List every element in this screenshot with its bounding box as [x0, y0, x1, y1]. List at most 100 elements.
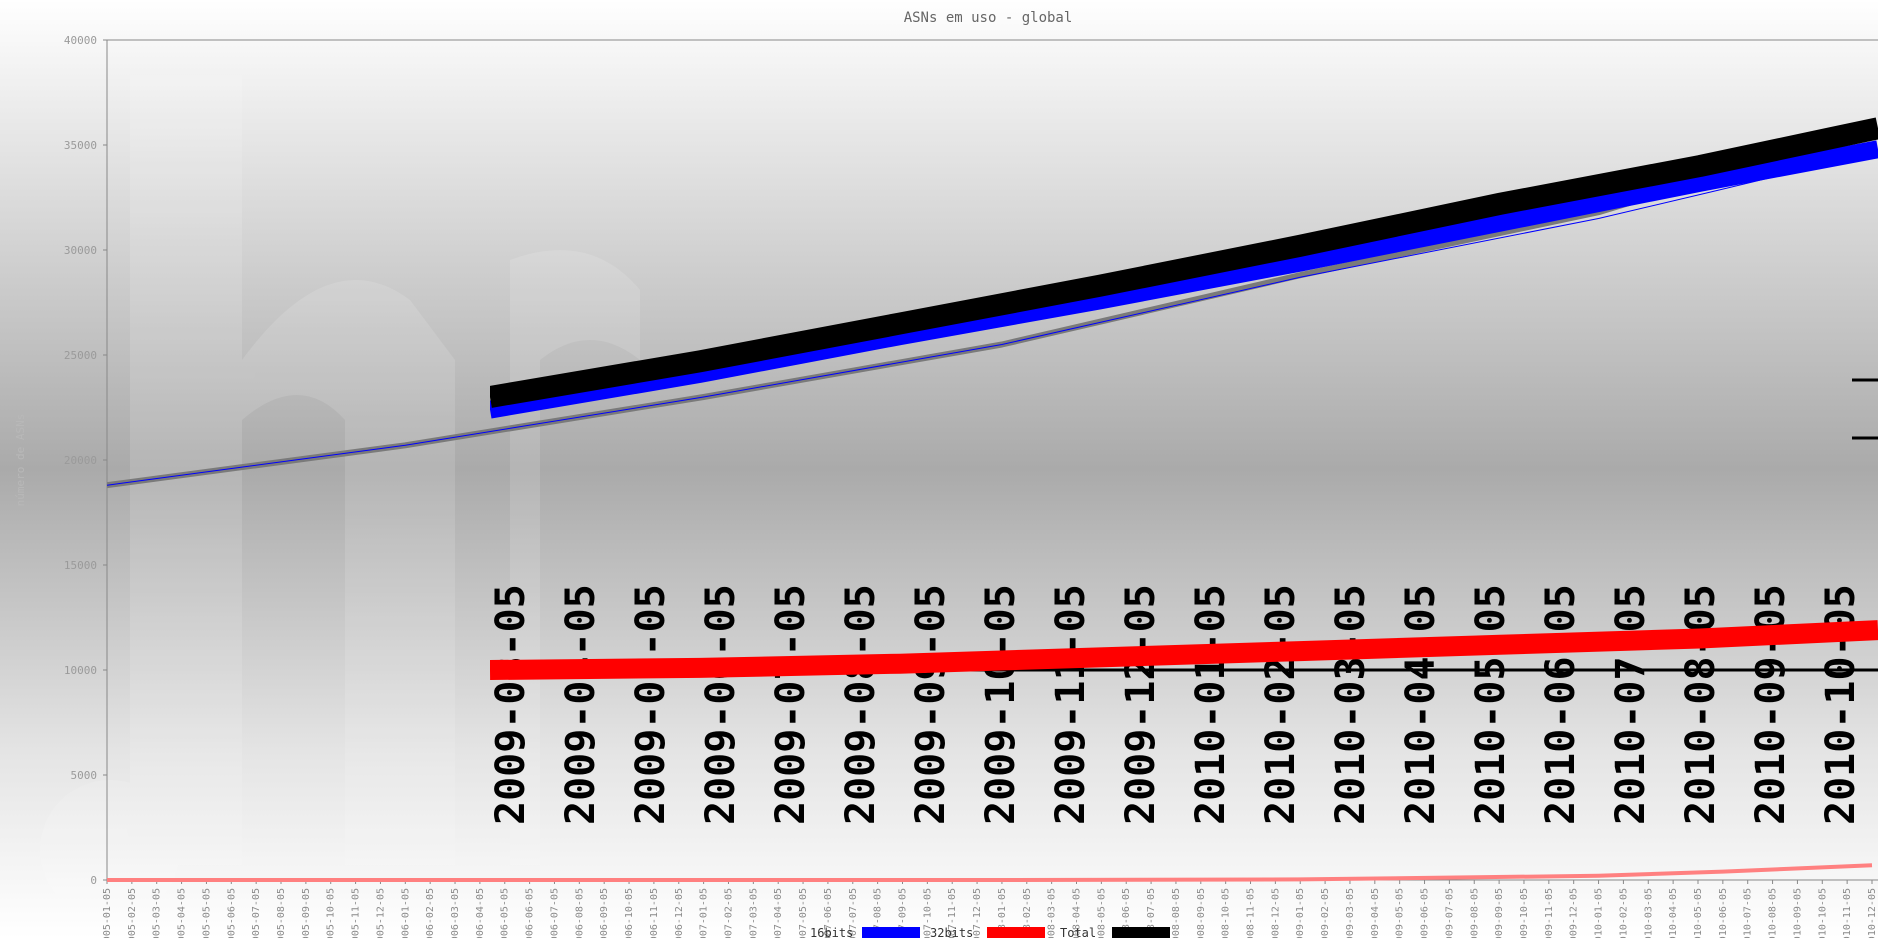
- x-tick-label: 2006-10-05: [624, 888, 635, 938]
- x-tick-label: 2005-05-05: [201, 888, 212, 938]
- x-tick-label: 2005-12-05: [375, 888, 386, 938]
- legend-swatch-16bits: [862, 927, 920, 938]
- y-tick-label: 20000: [64, 454, 97, 467]
- x-tick-label: 2009-10-05: [1519, 888, 1530, 938]
- x-tick-label: 2007-09-05: [897, 888, 908, 938]
- x-tick-label: 2007-08-05: [873, 888, 884, 938]
- zoom-inset: 2009-03-05 2009-04-05 2009-05-05 2009-06-05…: [488, 117, 1878, 825]
- x-tick-label: 2008-02-05: [1022, 888, 1033, 938]
- chart-title: ASNs em uso - global: [904, 10, 1073, 26]
- x-tick-label: 2007-11-05: [947, 888, 958, 938]
- zoom-date-label: 2009-04-05: [558, 584, 604, 825]
- x-tick-label: 2006-08-05: [574, 888, 585, 938]
- x-tick-label: 2009-12-05: [1569, 888, 1580, 938]
- zoom-date-label: 2010-01-05: [1188, 584, 1234, 825]
- x-tick-label: 2005-09-05: [301, 888, 312, 938]
- x-tick-label: 2006-12-05: [674, 888, 685, 938]
- x-tick-label: 2010-12-05: [1867, 888, 1878, 938]
- x-tick-label: 2010-03-05: [1643, 888, 1654, 938]
- x-tick-label: 2009-02-05: [1320, 888, 1331, 938]
- x-tick-label: 2007-12-05: [972, 888, 983, 938]
- zoom-line-16bits: [490, 140, 1878, 419]
- x-tick-label: 2008-09-05: [1196, 888, 1207, 938]
- x-tick-label: 2009-08-05: [1469, 888, 1480, 938]
- x-tick-label: 2008-12-05: [1270, 888, 1281, 938]
- x-tick-label: 2006-06-05: [525, 888, 536, 938]
- y-axis-ticks: 0 5000 10000 15000 20000 25000 30000 35000 40000: [64, 34, 107, 887]
- x-tick-label: 2007-01-05: [699, 888, 710, 938]
- x-tick-label: 2006-11-05: [649, 888, 660, 938]
- x-tick-label: 2006-05-05: [500, 888, 511, 938]
- x-tick-label: 2006-07-05: [549, 888, 560, 938]
- zoom-date-label: 2010-09-05: [1748, 584, 1794, 825]
- x-tick-label: 2006-01-05: [400, 888, 411, 938]
- x-tick-label: 2010-01-05: [1594, 888, 1605, 938]
- x-tick-label: 2005-01-05: [102, 888, 113, 938]
- x-tick-label: 2007-10-05: [922, 888, 933, 938]
- x-tick-label: 2007-05-05: [798, 888, 809, 938]
- y-tick-label: 25000: [64, 349, 97, 362]
- y-tick-label: 40000: [64, 34, 97, 47]
- zoom-date-label: 2010-08-05: [1678, 584, 1724, 825]
- x-tick-label: 2008-07-05: [1146, 888, 1157, 938]
- x-tick-label: 2007-03-05: [748, 888, 759, 938]
- zoom-date-label: 2010-02-05: [1258, 584, 1304, 825]
- series-line-16bits: [107, 152, 1873, 486]
- x-tick-label: 2005-06-05: [226, 888, 237, 938]
- zoom-date-label: 2010-05-05: [1468, 584, 1514, 825]
- x-tick-label: 2006-03-05: [450, 888, 461, 938]
- zoom-line-total: [490, 117, 1878, 408]
- y-tick-label: 0: [90, 874, 97, 887]
- x-tick-label: 2010-04-05: [1668, 888, 1679, 938]
- x-tick-label: 2008-10-05: [1221, 888, 1232, 938]
- zoom-date-label: 2009-06-05: [698, 584, 744, 825]
- zoom-date-label: 2009-11-05: [1048, 584, 1094, 825]
- x-tick-label: 2005-08-05: [276, 888, 287, 938]
- x-tick-label: 2005-02-05: [127, 888, 138, 938]
- x-tick-label: 2009-06-05: [1420, 888, 1431, 938]
- zoom-inset-date-labels: 2009-03-05 2009-04-05 2009-05-05 2009-06-05…: [488, 584, 1864, 825]
- legend-label-32bits: 32bits: [930, 926, 973, 938]
- x-tick-label: 2006-09-05: [599, 888, 610, 938]
- x-tick-label: 2008-11-05: [1246, 888, 1257, 938]
- zoom-date-label: 2009-05-05: [628, 584, 674, 825]
- x-tick-label: 2010-08-05: [1768, 888, 1779, 938]
- x-tick-label: 2009-01-05: [1295, 888, 1306, 938]
- zoom-inset-series: [490, 117, 1878, 680]
- zoom-date-label: 2009-10-05: [978, 584, 1024, 825]
- x-tick-label: 2009-11-05: [1544, 888, 1555, 938]
- legend-swatch-32bits: [987, 927, 1045, 938]
- zoom-date-label: 2009-08-05: [838, 584, 884, 825]
- zoom-date-label: 2009-12-05: [1118, 584, 1164, 825]
- y-tick-label: 35000: [64, 139, 97, 152]
- x-tick-label: 2010-02-05: [1618, 888, 1629, 938]
- x-tick-label: 2007-06-05: [823, 888, 834, 938]
- series-line-32bits: [107, 863, 1873, 882]
- x-tick-label: 2010-10-05: [1817, 888, 1828, 938]
- zoom-line-32bits: [490, 620, 1878, 680]
- zoom-date-label: 2010-07-05: [1608, 584, 1654, 825]
- x-tick-label: 2008-01-05: [997, 888, 1008, 938]
- zoom-date-label: 2010-03-05: [1328, 584, 1374, 825]
- x-tick-label: 2010-11-05: [1842, 888, 1853, 938]
- x-tick-label: 2007-07-05: [848, 888, 859, 938]
- x-tick-label: 2008-05-05: [1096, 888, 1107, 938]
- x-tick-label: 2009-07-05: [1444, 888, 1455, 938]
- right-edge-ticks: [1852, 378, 1878, 440]
- zoom-date-label: 2009-03-05: [488, 584, 534, 825]
- x-tick-label: 2007-04-05: [773, 888, 784, 938]
- zoom-date-label: 2010-04-05: [1398, 584, 1444, 825]
- x-tick-label: 2009-04-05: [1370, 888, 1381, 938]
- x-tick-label: 2009-05-05: [1395, 888, 1406, 938]
- y-tick-label: 10000: [64, 664, 97, 677]
- x-tick-label: 2009-03-05: [1345, 888, 1356, 938]
- x-tick-label: 2010-07-05: [1743, 888, 1754, 938]
- y-tick-label: 5000: [71, 769, 98, 782]
- x-axis-ticks: 2005-01-05 2005-02-05 2005-03-05 2005-04-05…: [102, 880, 1878, 938]
- legend-label-16bits: 16bits: [810, 926, 853, 938]
- legend-swatch-total: [1112, 927, 1170, 938]
- x-tick-label: 2005-07-05: [251, 888, 262, 938]
